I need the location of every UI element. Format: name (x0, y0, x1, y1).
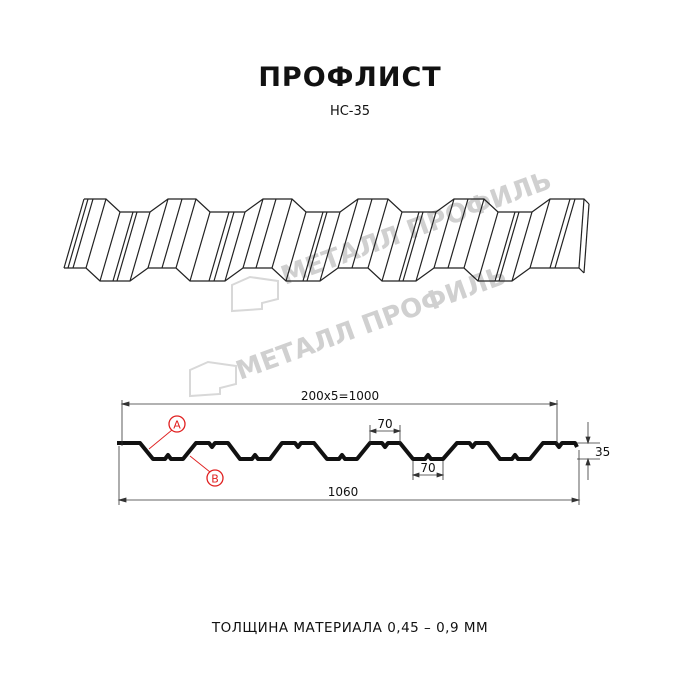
sheet-rib-line (498, 211, 520, 282)
svg-text:A: A (173, 419, 181, 432)
sheet-fold-line (433, 198, 455, 269)
sheet-fold-line (147, 198, 169, 269)
sheet-rib-line (494, 211, 516, 282)
sheet-fold-line (271, 198, 293, 269)
sheet-fold-line (224, 211, 246, 282)
svg-text:B: B (211, 473, 219, 486)
sheet-fold-line (529, 198, 551, 269)
material-thickness: ТОЛЩИНА МАТЕРИАЛА 0,45 – 0,9 ММ (211, 620, 489, 636)
sheet-rib-line (208, 211, 230, 282)
sheet-fold-line (337, 198, 359, 269)
sheet-fold-line (175, 198, 197, 269)
page-title: ПРОФЛИСТ (258, 62, 442, 93)
sheet-rib-line (112, 211, 134, 282)
isometric-sheet-drawing (63, 198, 590, 282)
section-profile (117, 441, 579, 461)
marker-b: B (189, 455, 224, 487)
sheet-fold-line (99, 211, 121, 282)
profile-model: НС-35 (329, 104, 371, 119)
sheet-fold-line (242, 198, 264, 269)
sheet-rib-line (549, 198, 571, 269)
sheet-fold-line (578, 198, 585, 269)
sheet-rib-line (72, 198, 94, 269)
sheet-rib-line (351, 198, 373, 269)
label-crest-width: 70 (377, 417, 392, 431)
sheet-rib-line (213, 211, 235, 282)
sheet-rib-line (447, 198, 469, 269)
sheet-fold-line (511, 211, 533, 282)
sheet-fold-line (463, 198, 485, 269)
sheet-rib-line (255, 198, 277, 269)
sheet-rib-line (554, 198, 576, 269)
sheet-rib-line (67, 198, 89, 269)
sheet-rib-line (161, 198, 183, 269)
cross-section: 200x5=1000 70 70 35 1060 A B (117, 389, 610, 505)
label-height: 35 (595, 445, 610, 459)
sheet-rib-line (306, 211, 328, 282)
sheet-fold-line (189, 211, 211, 282)
label-trough-width: 70 (420, 461, 435, 475)
sheet-fold-line (415, 211, 437, 282)
sheet-fold-line (367, 198, 389, 269)
sheet-fold-line (85, 198, 107, 269)
sheet-rib-line (398, 211, 420, 282)
sheet-fold-line (285, 211, 307, 282)
watermark-logo-top (231, 275, 279, 313)
sheet-fold-line (477, 211, 499, 282)
sheet-rib-line (116, 211, 138, 282)
label-pitch-total: 200x5=1000 (301, 389, 379, 403)
sheet-fold-line (381, 211, 403, 282)
sheet-fold-line (129, 211, 151, 282)
watermark-logo-bottom (189, 360, 237, 398)
sheet-fold-line (583, 203, 590, 274)
sheet-rib-line (302, 211, 324, 282)
sheet-fold-line (319, 211, 341, 282)
sheet-fold-line (63, 198, 85, 269)
label-total-width: 1060 (328, 485, 359, 499)
sheet-rib-line (402, 211, 424, 282)
marker-a: A (148, 415, 186, 450)
